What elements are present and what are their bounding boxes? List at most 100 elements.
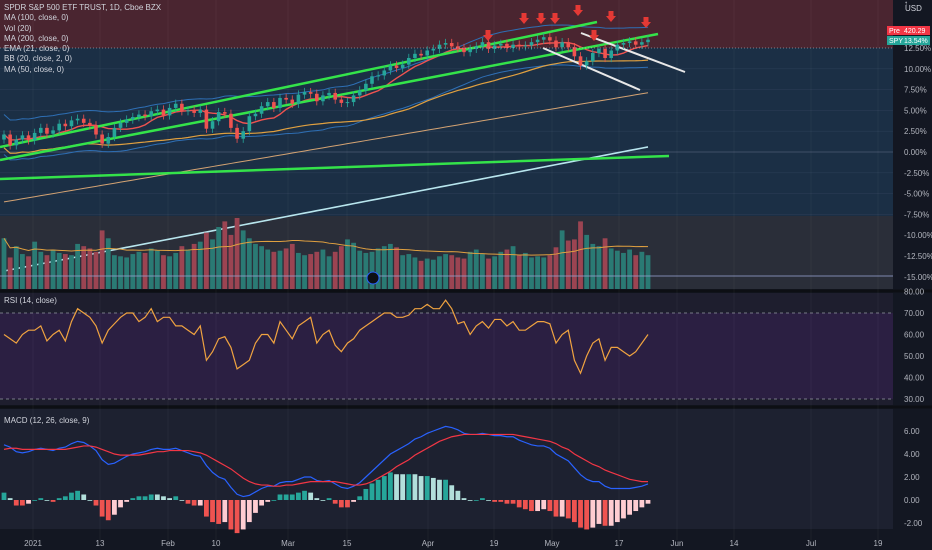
candle-body	[486, 42, 491, 49]
volume-bar	[614, 250, 620, 289]
volume-bar	[357, 250, 363, 289]
price-tick-label: 10.00%	[904, 65, 931, 74]
candle-body	[327, 92, 331, 96]
volume-bar	[492, 256, 498, 289]
volume-bar	[510, 246, 516, 289]
candle-body	[523, 45, 528, 47]
candle-body	[529, 42, 534, 46]
candle-body	[572, 47, 577, 57]
candle-body	[499, 43, 503, 46]
volume-bar	[112, 255, 117, 289]
time-tick-label: 19	[874, 539, 883, 548]
candle-body	[149, 111, 153, 117]
candle-body	[210, 121, 215, 129]
candle-body	[173, 103, 178, 108]
volume-bar	[621, 252, 626, 289]
macd-tick-label: 6.00	[904, 427, 920, 436]
macd-histogram-bar	[69, 492, 74, 500]
candle-body	[456, 46, 460, 48]
macd-histogram-bar	[1, 492, 7, 500]
legend-vol[interactable]: Vol (20)	[4, 23, 32, 33]
volume-bar	[38, 251, 44, 289]
legend-ma50[interactable]: MA (50, close, 0)	[4, 64, 65, 74]
macd-histogram-bar	[553, 500, 559, 517]
candle-body	[94, 125, 98, 135]
rsi-band	[0, 313, 893, 399]
volume-bar	[124, 257, 130, 289]
candle-body	[333, 92, 337, 100]
candle-body	[388, 65, 393, 71]
candle-body	[603, 48, 607, 58]
sell-arrow-icon	[606, 11, 616, 22]
legend-ema21[interactable]: EMA (21, close, 0)	[4, 44, 70, 54]
rsi-tick-label: 30.00	[904, 395, 925, 404]
macd-histogram-bar	[547, 500, 553, 512]
time-tick-label: May	[544, 539, 559, 548]
macd-legend[interactable]: MACD (12, 26, close, 9)	[4, 416, 90, 425]
volume-bar	[553, 247, 559, 289]
macd-histogram-bar	[627, 500, 632, 515]
volume-bar	[480, 254, 485, 289]
prev-badge-label: Pre	[889, 28, 900, 35]
macd-histogram-bar	[222, 500, 228, 523]
bollinger-upper	[3, 24, 649, 121]
rsi-legend[interactable]: RSI (14, close)	[4, 296, 57, 305]
macd-histogram-bar	[56, 498, 62, 500]
macd-histogram-bar	[455, 490, 461, 500]
candle-body	[241, 131, 245, 139]
candle-body	[462, 48, 466, 53]
candle-body	[431, 48, 436, 51]
volume-bar	[375, 248, 381, 289]
macd-histogram-bar	[369, 483, 375, 500]
volume-bar	[437, 256, 442, 289]
volume-bar	[234, 218, 240, 289]
legend-ma100[interactable]: MA (100, close, 0)	[4, 13, 69, 23]
candle-body	[566, 42, 571, 48]
candle-body	[646, 39, 650, 43]
candle-body	[615, 44, 620, 51]
sell-arrow-icon	[641, 17, 651, 28]
macd-histogram-bar	[142, 496, 148, 500]
legend-bb[interactable]: BB (20, close, 2, 0)	[4, 54, 73, 64]
volume-bar	[81, 246, 87, 289]
macd-histogram-bar	[99, 500, 105, 517]
macd-histogram-bar	[246, 500, 252, 523]
candle-body	[480, 42, 485, 47]
macd-histogram-bar	[240, 500, 246, 530]
candle-body	[290, 99, 295, 104]
candle-body	[259, 106, 264, 114]
macd-histogram-bar	[118, 500, 123, 508]
volume-bar	[400, 255, 406, 289]
time-tick-label: Apr	[422, 539, 435, 548]
macd-histogram-bar	[406, 474, 412, 500]
macd-histogram-bar	[345, 500, 350, 508]
candle-body	[161, 109, 166, 116]
volume-bar	[602, 238, 608, 289]
ma-200-line	[3, 146, 649, 272]
legend-ma200[interactable]: MA (200, close, 0)	[4, 33, 69, 43]
time-tick-label: Jun	[671, 539, 684, 548]
volume-bar	[535, 256, 540, 289]
candle-body	[633, 41, 638, 45]
macd-histogram-bar	[516, 500, 522, 508]
ma-50-line	[3, 59, 649, 154]
spy-badge-bg	[887, 36, 930, 45]
rsi-tick-label: 40.00	[904, 374, 925, 383]
event-marker-icon[interactable]	[366, 271, 380, 285]
macd-histogram-bar	[234, 500, 240, 534]
rsi-tick-label: 50.00	[904, 352, 925, 361]
volume-bar	[185, 249, 191, 289]
macd-histogram-bar	[13, 500, 19, 506]
volume-bar	[167, 256, 172, 289]
candle-body	[357, 90, 362, 96]
ma-100-line	[3, 92, 649, 203]
symbol-title[interactable]: SPDR S&P 500 ETF TRUST, 1D, Cboe BZX	[4, 3, 162, 12]
macd-histogram-bar	[32, 500, 38, 501]
rsi-tick-label: 70.00	[904, 309, 925, 318]
macd-histogram-bar	[467, 500, 473, 501]
candle-body	[69, 120, 74, 127]
prev-badge-value: 420.29	[904, 28, 926, 35]
volume-ma-line	[3, 238, 649, 256]
volume-bar	[69, 255, 74, 289]
